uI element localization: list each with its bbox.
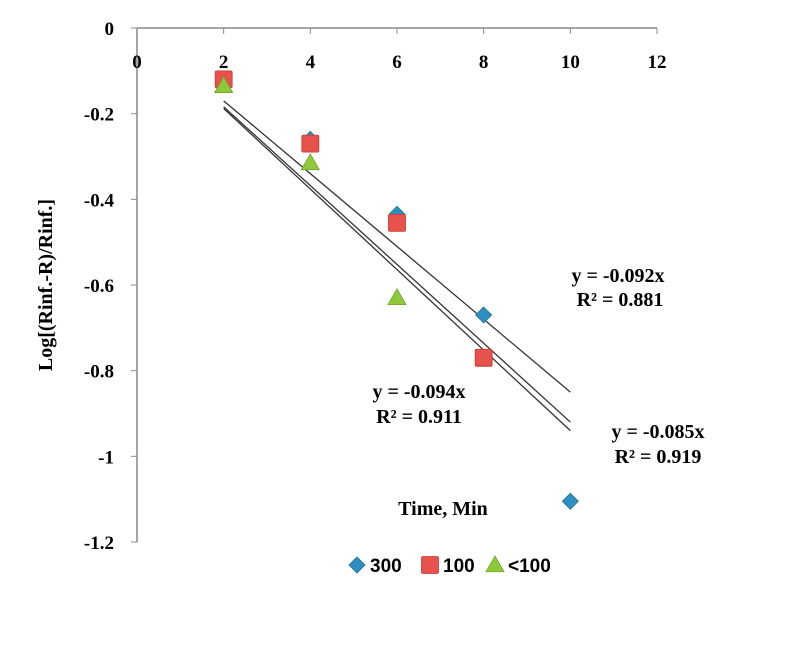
- legend-marker-lt100: [485, 555, 505, 573]
- trendline-equation-300: y = -0.092x: [571, 265, 664, 287]
- y-axis-title: Log[(Rinf.-R)/Rinf.]: [35, 199, 57, 371]
- y-tick-labels: 0 -0.2 -0.4 -0.6 -0.8 -1 -1.2: [84, 19, 137, 554]
- trendlines: [223, 100, 571, 432]
- data-point-100: [301, 134, 320, 153]
- trendline-equation-100: y = -0.094x: [372, 381, 465, 403]
- y-tick-label: -1.2: [84, 533, 114, 554]
- legend-label-300: 300: [370, 556, 402, 577]
- data-point-300: [475, 306, 493, 324]
- legend: 300 100 <100: [348, 555, 551, 577]
- data-points: [213, 70, 579, 510]
- x-tick-label: 12: [648, 52, 667, 73]
- x-tick-label: 8: [479, 52, 489, 73]
- x-axis-title: Time, Min: [398, 498, 488, 520]
- legend-marker-300: [348, 556, 366, 574]
- y-tick-label: -0.2: [84, 105, 114, 126]
- legend-marker-100: [421, 556, 439, 574]
- trendline-r2-100: R² = 0.911: [376, 406, 462, 428]
- y-tick-label: -0.4: [84, 190, 115, 211]
- trendline-r2-300: R² = 0.881: [577, 289, 664, 311]
- x-tick-label: 10: [561, 52, 580, 73]
- x-tick-label: 0: [132, 52, 142, 73]
- y-tick-label: -0.8: [84, 362, 114, 383]
- x-tick-label: 6: [392, 52, 402, 73]
- trendline-lt100: [223, 100, 571, 393]
- y-tick-label: -1: [98, 447, 114, 468]
- data-point-lt100: [213, 76, 234, 93]
- y-tick-label: 0: [105, 19, 115, 40]
- x-tick-label: 2: [219, 52, 229, 73]
- data-point-100: [474, 348, 493, 367]
- data-point-100: [388, 213, 406, 232]
- data-point-lt100: [300, 153, 321, 171]
- x-tick-label: 4: [306, 52, 316, 73]
- trendline-equation-lt100: y = -0.085x: [611, 421, 704, 443]
- x-tick-labels: 0 2 4 6 8 10 12: [132, 28, 667, 73]
- data-point-300: [561, 492, 579, 510]
- legend-label-100: 100: [443, 556, 475, 577]
- y-tick-label: -0.6: [84, 276, 114, 297]
- trendline-300: [223, 106, 571, 423]
- data-point-lt100: [387, 288, 407, 306]
- legend-label-lt100: <100: [508, 556, 551, 577]
- trendline-r2-lt100: R² = 0.919: [615, 446, 702, 468]
- trendline-100: [223, 108, 571, 432]
